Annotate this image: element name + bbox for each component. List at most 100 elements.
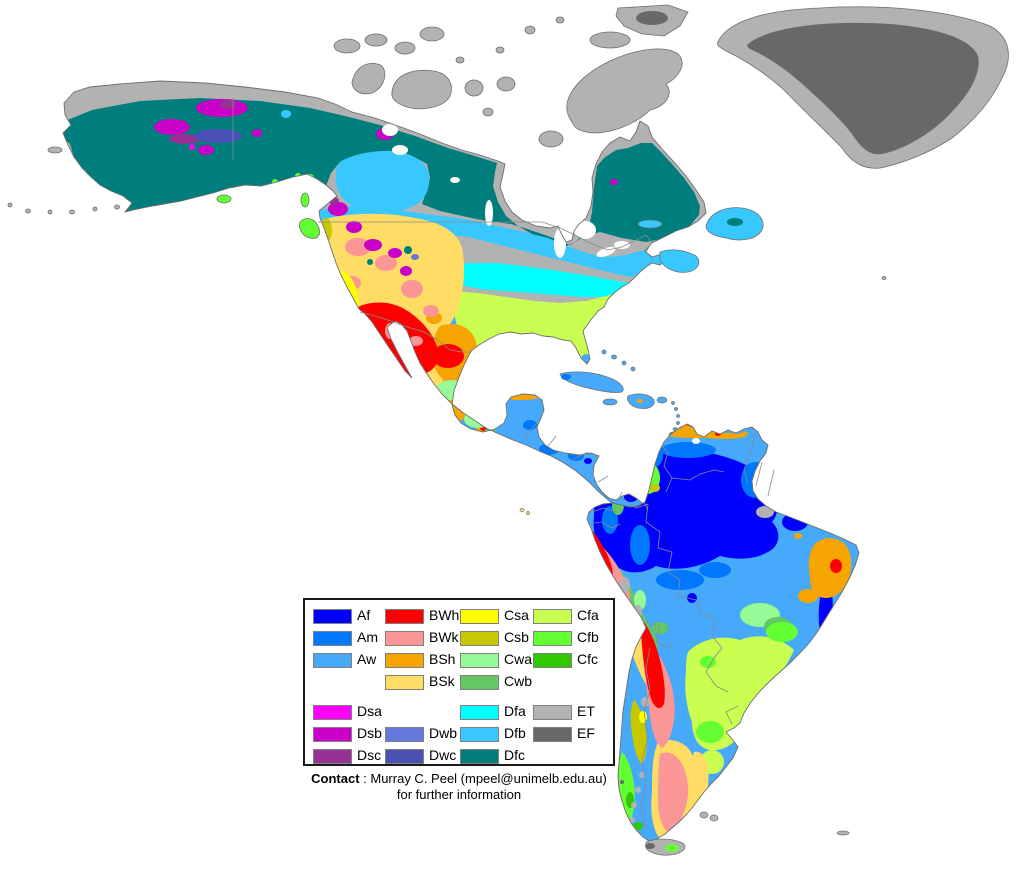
contact-line2: for further information (396, 787, 522, 802)
zone-region-Dfb (637, 219, 663, 229)
zone-region-ET (333, 38, 361, 54)
zone-region-Dfb (281, 110, 291, 118)
legend-label-Dsb: Dsb (357, 725, 382, 741)
legend-swatch-Dwc (385, 749, 424, 764)
legend-swatch-Aw (313, 653, 352, 668)
zone-region-Aw (602, 398, 618, 406)
zone-region-EF (617, 822, 623, 826)
zone-region-Dfc (727, 218, 743, 226)
legend-label-Dfa: Dfa (504, 703, 526, 719)
border-line (587, 521, 621, 529)
zone-region-Cfb (665, 844, 679, 852)
border-line (547, 435, 557, 447)
southern-islands (645, 811, 850, 856)
zone-region-ET (555, 16, 565, 24)
legend-label-Dfb: Dfb (504, 725, 526, 741)
zone-region-ET (639, 772, 645, 778)
zone-region-ET (7, 202, 13, 208)
zone-region-Dfc (367, 259, 373, 265)
legend-label-Cfb: Cfb (577, 629, 599, 645)
zone-region-Dsb (328, 202, 348, 216)
zone-region-Cwb (652, 622, 668, 634)
border-line (523, 423, 537, 439)
lake (382, 124, 398, 136)
zone-region-EF (636, 11, 668, 25)
border-line (318, 221, 654, 260)
zone-region-ET (495, 46, 505, 54)
zone-region-Dwc (194, 129, 242, 143)
zone-region-BWk (345, 238, 371, 256)
zone-region-Dfb (335, 150, 430, 213)
zone-region-BSk (526, 511, 530, 515)
legend-label-Cwa: Cwa (504, 651, 533, 667)
na-islands (7, 146, 887, 280)
zone-region-ET (394, 41, 416, 55)
legend-label-Am: Am (357, 629, 378, 645)
border-line (359, 311, 472, 353)
zone-region-Aw (611, 354, 617, 360)
legend-swatch-Dwb (385, 727, 424, 742)
border-line (645, 621, 673, 649)
great-lakes (382, 124, 630, 258)
zone-region-Dsb (252, 129, 262, 137)
zone-region-Dsb (198, 145, 214, 155)
legend-swatch-Af (313, 609, 352, 624)
zone-region-ET (364, 33, 388, 47)
lake (692, 438, 700, 444)
zone-region-Cfb (299, 218, 320, 239)
zone-region-ET (566, 48, 683, 134)
zone-region-Dsb (346, 221, 362, 233)
zone-region-Af (584, 458, 592, 464)
border-line (755, 461, 775, 497)
zone-region-ET (92, 206, 98, 212)
zone-region-BSh (808, 538, 852, 598)
zone-region-BSh (794, 533, 802, 539)
zone-region-ET (635, 787, 641, 793)
contact-line1: Contact : Murray C. Peel (mpeel@unimelb.… (283, 771, 635, 786)
zone-region-Dsb (154, 119, 190, 135)
zone-region-Am (821, 518, 849, 532)
zone-region-Dsa (189, 144, 195, 150)
legend-swatch-Csa (460, 609, 499, 624)
zone-region-Cfb (766, 622, 798, 642)
border-line (640, 647, 651, 829)
contact-label: Contact (311, 771, 360, 786)
zone-region-Dsb (464, 140, 476, 148)
legend-label-Dsc: Dsc (357, 747, 382, 763)
zone-region-Cwa (464, 410, 492, 428)
zone-region-ET (709, 814, 719, 822)
lake (540, 208, 584, 228)
zone-region-ET (631, 802, 637, 808)
zone-region-BSk (519, 508, 525, 512)
legend-swatch-EF (533, 727, 572, 742)
zone-region-ET (47, 146, 63, 154)
zone-region-ET (620, 577, 630, 593)
zone-region-BWk (409, 336, 423, 346)
legend-label-Dwc: Dwc (429, 747, 457, 763)
greenland (717, 6, 1009, 169)
zone-region-Cfb (318, 184, 326, 198)
zone-region-ET (482, 107, 494, 117)
zone-region-Af (687, 593, 697, 603)
zone-region-Dsc (169, 134, 201, 144)
legend-label-BWh: BWh (429, 607, 460, 623)
legend-swatch-Am (313, 631, 352, 646)
legend-swatch-BSk (385, 675, 424, 690)
zone-region-Cfc (633, 822, 643, 830)
zone-region-BSh (637, 399, 643, 403)
zone-region-ET (589, 31, 631, 49)
border-line (671, 469, 725, 481)
legend-swatch-Cfc (533, 653, 572, 668)
zone-region-Cwa (436, 380, 468, 400)
legend-swatch-Cwa (460, 653, 499, 668)
zone-region-Dsb (388, 248, 402, 258)
zone-region-EF (626, 834, 630, 838)
legend-swatch-ET (533, 705, 572, 720)
zone-region-ET (524, 25, 536, 35)
zone-region-Cfb (696, 721, 724, 743)
legend-label-BSh: BSh (429, 651, 456, 667)
border-line (743, 431, 757, 484)
zone-region-Am (630, 525, 650, 565)
